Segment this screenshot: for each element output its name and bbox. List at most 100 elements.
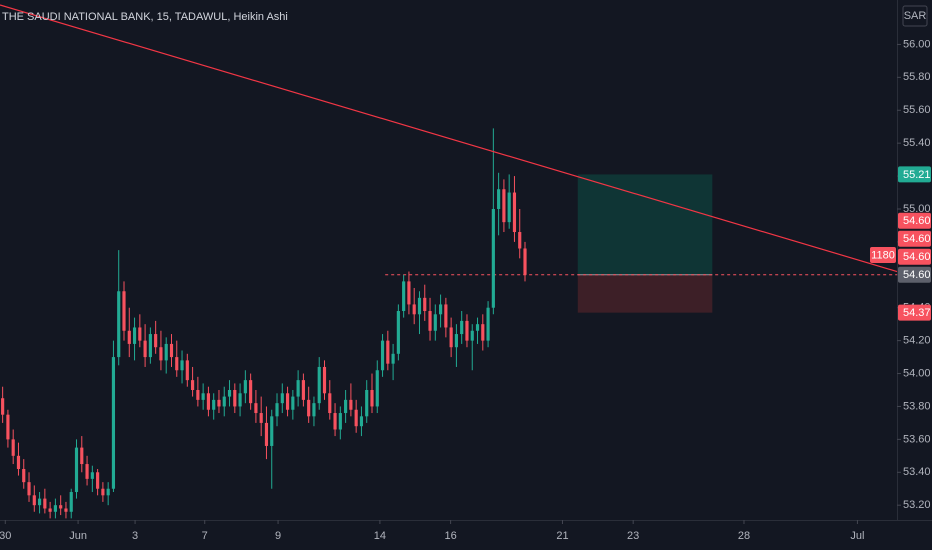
trendline bbox=[0, 4, 898, 273]
candle-body bbox=[523, 248, 527, 275]
currency-box[interactable] bbox=[902, 5, 928, 27]
candle-body bbox=[417, 297, 422, 315]
candle-body bbox=[27, 482, 31, 496]
candle-body bbox=[486, 307, 490, 341]
candle-body bbox=[423, 297, 427, 312]
currency-label[interactable]: SAR bbox=[904, 10, 927, 22]
candle-body bbox=[475, 324, 480, 331]
candle-body bbox=[354, 409, 358, 427]
candle-body bbox=[428, 311, 432, 331]
candle-body bbox=[206, 393, 211, 410]
candle-body bbox=[16, 455, 21, 469]
candle-body bbox=[491, 208, 495, 308]
y-tick-label: 55.00 bbox=[903, 203, 931, 215]
price-tag-label: 54.60 bbox=[903, 233, 931, 245]
candle-body bbox=[101, 488, 105, 496]
candle-body bbox=[396, 311, 400, 354]
candle-body bbox=[85, 464, 89, 479]
countdown-label: 1180 bbox=[871, 249, 895, 261]
candle-body bbox=[470, 330, 474, 341]
candle-body bbox=[280, 393, 284, 404]
candle-body bbox=[233, 390, 237, 407]
candle-body bbox=[32, 495, 36, 506]
candle-body bbox=[138, 327, 142, 341]
candle-body bbox=[132, 327, 137, 344]
x-tick-label: 23 bbox=[627, 530, 639, 542]
candle-body bbox=[512, 192, 517, 233]
candle-body bbox=[96, 472, 100, 489]
profit-zone bbox=[577, 174, 713, 275]
price-tag bbox=[898, 230, 931, 247]
candle-body bbox=[127, 330, 131, 344]
x-tick-label: 21 bbox=[556, 530, 568, 542]
candle-body bbox=[6, 414, 10, 440]
candle-body bbox=[11, 439, 15, 456]
x-tick-label: 28 bbox=[738, 530, 750, 542]
candle-body bbox=[43, 498, 47, 509]
price-tag-label: 54.60 bbox=[903, 251, 931, 263]
candle-body bbox=[243, 380, 247, 394]
loss-zone bbox=[577, 274, 713, 313]
candle-body bbox=[375, 370, 379, 407]
candle-body bbox=[154, 334, 158, 348]
candle-body bbox=[90, 472, 94, 479]
price-tag bbox=[898, 266, 931, 283]
candle-body bbox=[370, 390, 374, 407]
x-tick-label: 30 bbox=[0, 530, 11, 542]
x-tick-label: 3 bbox=[132, 530, 138, 542]
candle-body bbox=[307, 399, 311, 417]
x-tick-label: Jun bbox=[69, 530, 87, 542]
x-tick-label: Jul bbox=[850, 530, 864, 542]
candle-body bbox=[180, 360, 184, 371]
candle-body bbox=[48, 508, 52, 512]
y-tick-label: 53.40 bbox=[903, 466, 931, 478]
candle-body bbox=[359, 416, 364, 427]
candle-body bbox=[344, 399, 348, 414]
candle-body bbox=[227, 390, 232, 397]
candle-body bbox=[143, 340, 147, 358]
candle-body bbox=[217, 399, 221, 407]
candle-body bbox=[22, 468, 26, 483]
candle-body bbox=[148, 334, 152, 358]
candle-body bbox=[238, 393, 242, 407]
price-tag bbox=[898, 304, 931, 321]
candle-body bbox=[159, 347, 163, 361]
candle-body bbox=[53, 505, 57, 512]
candle-body bbox=[497, 189, 501, 209]
candle-body bbox=[1, 398, 5, 415]
candle-body bbox=[212, 399, 216, 410]
x-tick-label: 14 bbox=[374, 530, 386, 542]
candle-body bbox=[275, 403, 279, 417]
y-tick-label: 53.20 bbox=[903, 499, 931, 511]
candle-body bbox=[37, 498, 42, 506]
candle-body bbox=[270, 416, 274, 446]
candle-body bbox=[196, 390, 200, 400]
candle-body bbox=[380, 340, 385, 371]
candle-body bbox=[391, 353, 395, 364]
candle-body bbox=[175, 357, 179, 371]
candle-body bbox=[518, 232, 522, 249]
candle-body bbox=[254, 403, 258, 414]
y-tick-label: 55.80 bbox=[903, 71, 931, 83]
y-tick-label: 53.60 bbox=[903, 433, 931, 445]
price-tag-label: 54.60 bbox=[903, 269, 931, 281]
candle-body bbox=[264, 422, 269, 446]
candle-body bbox=[191, 380, 195, 390]
candle-body bbox=[106, 488, 110, 496]
candle-body bbox=[117, 291, 121, 358]
chart-title: THE SAUDI NATIONAL BANK, 15, TADAWUL, He… bbox=[2, 11, 288, 23]
candle-body bbox=[439, 304, 443, 315]
candle-body bbox=[502, 189, 506, 223]
candle-body bbox=[301, 380, 305, 400]
candle-body bbox=[201, 393, 205, 400]
x-tick-label: 7 bbox=[202, 530, 208, 542]
candle-body bbox=[465, 320, 469, 341]
candle-body bbox=[317, 366, 321, 404]
candle-body bbox=[122, 291, 126, 331]
candle-body bbox=[433, 314, 437, 331]
price-tag bbox=[898, 166, 931, 183]
candle-body bbox=[185, 360, 189, 381]
x-tick-label: 9 bbox=[275, 530, 281, 542]
candle-body bbox=[402, 281, 406, 312]
